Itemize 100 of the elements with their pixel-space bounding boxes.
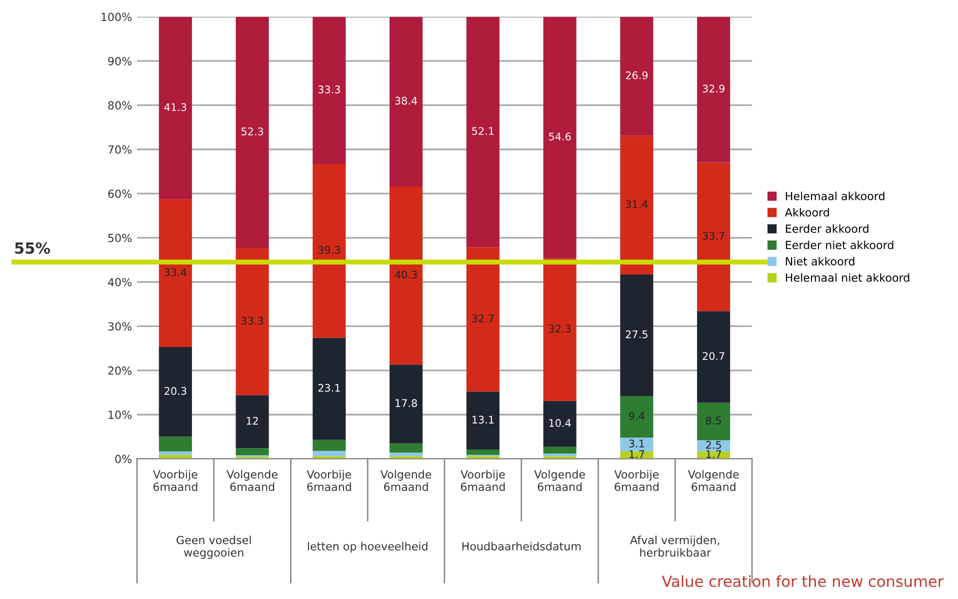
bar xyxy=(312,338,346,440)
x-tick-label: Voorbije 6maand xyxy=(153,470,198,491)
bar xyxy=(312,450,346,456)
x-tick-label: Volgende 6maand xyxy=(380,470,432,491)
x-tick-label: Voorbije 6maand xyxy=(460,470,505,491)
bar xyxy=(466,16,500,248)
y-tick-label: 70% xyxy=(108,145,132,154)
text: Afval vermijden, herbruikbaar xyxy=(630,536,720,557)
x-tick-label: Voorbije 6maand xyxy=(306,470,352,491)
data-label: 39.3 xyxy=(318,246,340,254)
data-label: 52.1 xyxy=(472,127,494,135)
data-label: 10.4 xyxy=(549,419,571,427)
bar xyxy=(236,448,269,456)
y-tick-label: 10% xyxy=(108,410,132,420)
data-label: 17.8 xyxy=(396,399,417,408)
y-tick-label: 20% xyxy=(108,366,132,375)
data-label: 26.9 xyxy=(626,71,648,80)
data-label: 32.9 xyxy=(702,84,724,93)
bar xyxy=(543,446,576,454)
bar xyxy=(390,443,423,453)
bar xyxy=(158,346,192,437)
data-label: 32.7 xyxy=(472,314,494,322)
bar xyxy=(158,16,192,200)
data-label: 54.6 xyxy=(549,132,571,140)
data-label: 8.5 xyxy=(706,416,721,424)
bar xyxy=(543,456,576,459)
x-tick-label: Volgende 6maand xyxy=(534,470,585,491)
bar xyxy=(697,402,730,440)
data-label: 33.3 xyxy=(242,316,264,325)
data-label: 3.1 xyxy=(629,440,644,448)
data-label: 33.4 xyxy=(164,268,186,276)
data-label: 9.4 xyxy=(629,412,644,420)
text: Houdbaarheidsdatum xyxy=(462,542,581,550)
legend-label: Helemaal niet akkoord xyxy=(786,273,910,282)
y-tick-label: 50% xyxy=(108,234,132,242)
bar xyxy=(620,438,654,452)
y-tick-label: 100% xyxy=(102,12,132,22)
data-label: 40.3 xyxy=(394,270,417,279)
text: Value creation for the new consumer xyxy=(662,575,944,588)
y-tick-label: 40% xyxy=(108,278,132,286)
data-label: 33.3 xyxy=(318,86,340,94)
data-label: 38.4 xyxy=(395,96,418,105)
y-tick-label: 90% xyxy=(108,56,132,66)
text: 55% xyxy=(15,242,50,254)
y-tick-label: 80% xyxy=(108,101,132,110)
bar xyxy=(390,364,423,444)
bar xyxy=(466,450,500,455)
data-label: 52.3 xyxy=(242,128,264,136)
legend-label: Niet akkoord xyxy=(786,256,854,266)
bar xyxy=(697,162,730,312)
x-tick-label: Voorbije 6maand xyxy=(614,470,659,491)
bar xyxy=(390,452,423,456)
bar xyxy=(158,451,192,455)
legend-label: Akkoord xyxy=(784,208,829,217)
bar xyxy=(543,16,576,258)
bar xyxy=(236,248,269,396)
data-label: 20.3 xyxy=(164,387,186,395)
bar xyxy=(390,16,423,187)
data-label: 33.7 xyxy=(702,232,724,240)
bar xyxy=(697,16,730,162)
text: letten op hoeveelheid xyxy=(308,542,428,553)
x-tick-label: Volgende 6maand xyxy=(688,470,739,491)
bar xyxy=(620,16,654,136)
bar xyxy=(312,440,346,451)
data-label: 31.4 xyxy=(626,200,648,208)
bar xyxy=(697,311,730,403)
bar xyxy=(158,199,192,347)
bar xyxy=(158,436,192,452)
bar xyxy=(312,164,346,338)
data-label: 20.7 xyxy=(702,352,724,360)
data-label: 13.1 xyxy=(472,416,494,424)
bar xyxy=(620,274,654,396)
data-label: 1.7 xyxy=(630,450,644,458)
bar xyxy=(620,396,654,438)
bar xyxy=(543,400,576,447)
bar xyxy=(466,247,500,392)
data-label: 23.1 xyxy=(318,384,340,392)
data-label: 32.3 xyxy=(549,324,571,333)
data-label: 12 xyxy=(246,416,258,425)
bar xyxy=(390,456,423,459)
legend-label: Helemaal akkoord xyxy=(786,192,884,200)
bar xyxy=(236,395,269,448)
text: Geen voedsel weggooien xyxy=(176,536,251,559)
y-tick-label: 0% xyxy=(115,454,132,464)
legend-label: Eerder akkoord xyxy=(786,224,868,233)
bar xyxy=(543,454,576,456)
bar xyxy=(312,456,346,459)
bar xyxy=(236,16,269,248)
data-label: 41.3 xyxy=(164,103,186,112)
data-label: 27.5 xyxy=(626,330,648,338)
data-label: 2.5 xyxy=(706,440,721,449)
bar xyxy=(543,258,576,401)
data-label: 1.7 xyxy=(706,450,721,458)
legend-label: Eerder niet akkoord xyxy=(786,240,894,250)
bar xyxy=(466,392,500,450)
bar xyxy=(466,456,500,459)
y-tick-label: 30% xyxy=(108,322,132,331)
bar xyxy=(390,186,423,365)
y-tick-label: 60% xyxy=(108,190,132,198)
bar xyxy=(620,136,654,274)
